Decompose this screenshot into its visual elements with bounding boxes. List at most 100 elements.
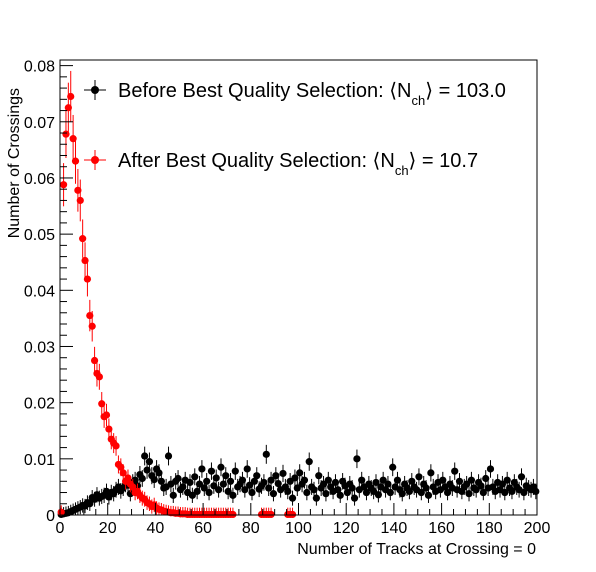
data-point [288, 494, 297, 502]
data-point [226, 477, 235, 485]
data-point [343, 488, 351, 497]
data-point [379, 476, 387, 484]
data-point [305, 458, 313, 466]
data-point [112, 442, 120, 450]
data-point [479, 488, 487, 497]
data-point [215, 486, 223, 494]
data-point [76, 196, 84, 205]
data-point [203, 477, 211, 485]
data-point [498, 480, 507, 488]
data-point [250, 477, 258, 485]
legend-label-subscript: ch [395, 163, 409, 178]
data-point [191, 473, 199, 481]
data-point [269, 490, 278, 498]
data-point [62, 130, 70, 138]
data-point [246, 481, 254, 489]
data-point [86, 311, 94, 320]
data-point [455, 477, 464, 485]
data-point [463, 480, 471, 488]
data-point [288, 510, 297, 519]
data-point [291, 474, 299, 482]
data-point [238, 476, 247, 484]
y-tick-label: 0.05 [24, 227, 55, 244]
data-point [207, 467, 216, 475]
data-point [90, 356, 99, 365]
legend-label: After Best Quality Selection: ⟨Nch⟩ = 10… [118, 150, 478, 178]
data-point [520, 488, 528, 497]
data-point [186, 478, 194, 487]
data-point [262, 450, 270, 458]
data-point [210, 482, 218, 490]
data-point [129, 483, 137, 491]
data-point [422, 484, 430, 492]
data-point [105, 425, 113, 433]
data-point [64, 104, 72, 112]
data-point [501, 488, 509, 497]
data-point [138, 474, 146, 483]
data-point [503, 476, 511, 484]
data-point [336, 491, 344, 499]
data-point [95, 373, 103, 381]
data-point [117, 463, 125, 471]
legend-marker [91, 86, 99, 94]
data-point [319, 480, 328, 488]
data-point [219, 480, 227, 488]
data-point [243, 465, 251, 473]
data-point [465, 490, 473, 498]
y-tick-label: 0.04 [24, 283, 55, 300]
data-point [389, 463, 397, 471]
data-point [198, 465, 206, 473]
data-point [398, 490, 406, 498]
x-tick-label: 100 [285, 520, 312, 537]
y-axis-label: Number of Crossings [6, 88, 23, 238]
data-point [482, 474, 490, 483]
data-point [224, 487, 232, 496]
data-point [408, 477, 416, 485]
x-tick-label: 180 [476, 520, 503, 537]
legend-label-value: ⟩ = 103.0 [425, 80, 506, 102]
data-point [253, 472, 261, 480]
data-point [312, 494, 320, 502]
data-point [231, 467, 239, 475]
data-point [331, 478, 340, 487]
data-point [300, 476, 309, 484]
data-point [477, 482, 485, 490]
data-point [98, 400, 106, 408]
legend-label-main: Before Best Quality Selection: ⟨N [118, 80, 412, 102]
legend: Before Best Quality Selection: ⟨Nch⟩ = 1… [84, 80, 506, 178]
data-point [384, 480, 392, 488]
data-point [143, 466, 151, 474]
data-point [179, 483, 187, 491]
data-point [67, 92, 75, 101]
x-tick-label: 0 [56, 520, 65, 537]
series-0 [57, 444, 540, 519]
data-point [124, 474, 132, 482]
x-tick-label: 60 [194, 520, 212, 537]
data-point [248, 488, 256, 497]
data-point [83, 275, 92, 283]
data-point [59, 181, 68, 189]
data-point [415, 473, 423, 481]
data-point [188, 491, 196, 499]
data-point [324, 476, 332, 484]
data-point [274, 479, 282, 488]
data-point [267, 510, 275, 519]
data-point [451, 467, 459, 475]
x-tick-label: 80 [242, 520, 260, 537]
data-point [164, 452, 173, 460]
data-point [265, 484, 273, 492]
x-tick-label: 160 [428, 520, 455, 537]
data-point [386, 488, 394, 497]
legend-label: Before Best Quality Selection: ⟨Nch⟩ = 1… [118, 80, 506, 108]
legend-label-subscript: ch [412, 93, 426, 108]
data-point [393, 476, 402, 484]
data-point [427, 469, 435, 477]
y-tick-label: 0.08 [24, 59, 55, 76]
data-point [141, 452, 149, 460]
data-point [517, 473, 526, 481]
data-point [315, 472, 323, 480]
y-tick-label: 0.06 [24, 171, 55, 188]
data-point [334, 486, 342, 494]
data-point [374, 491, 382, 499]
